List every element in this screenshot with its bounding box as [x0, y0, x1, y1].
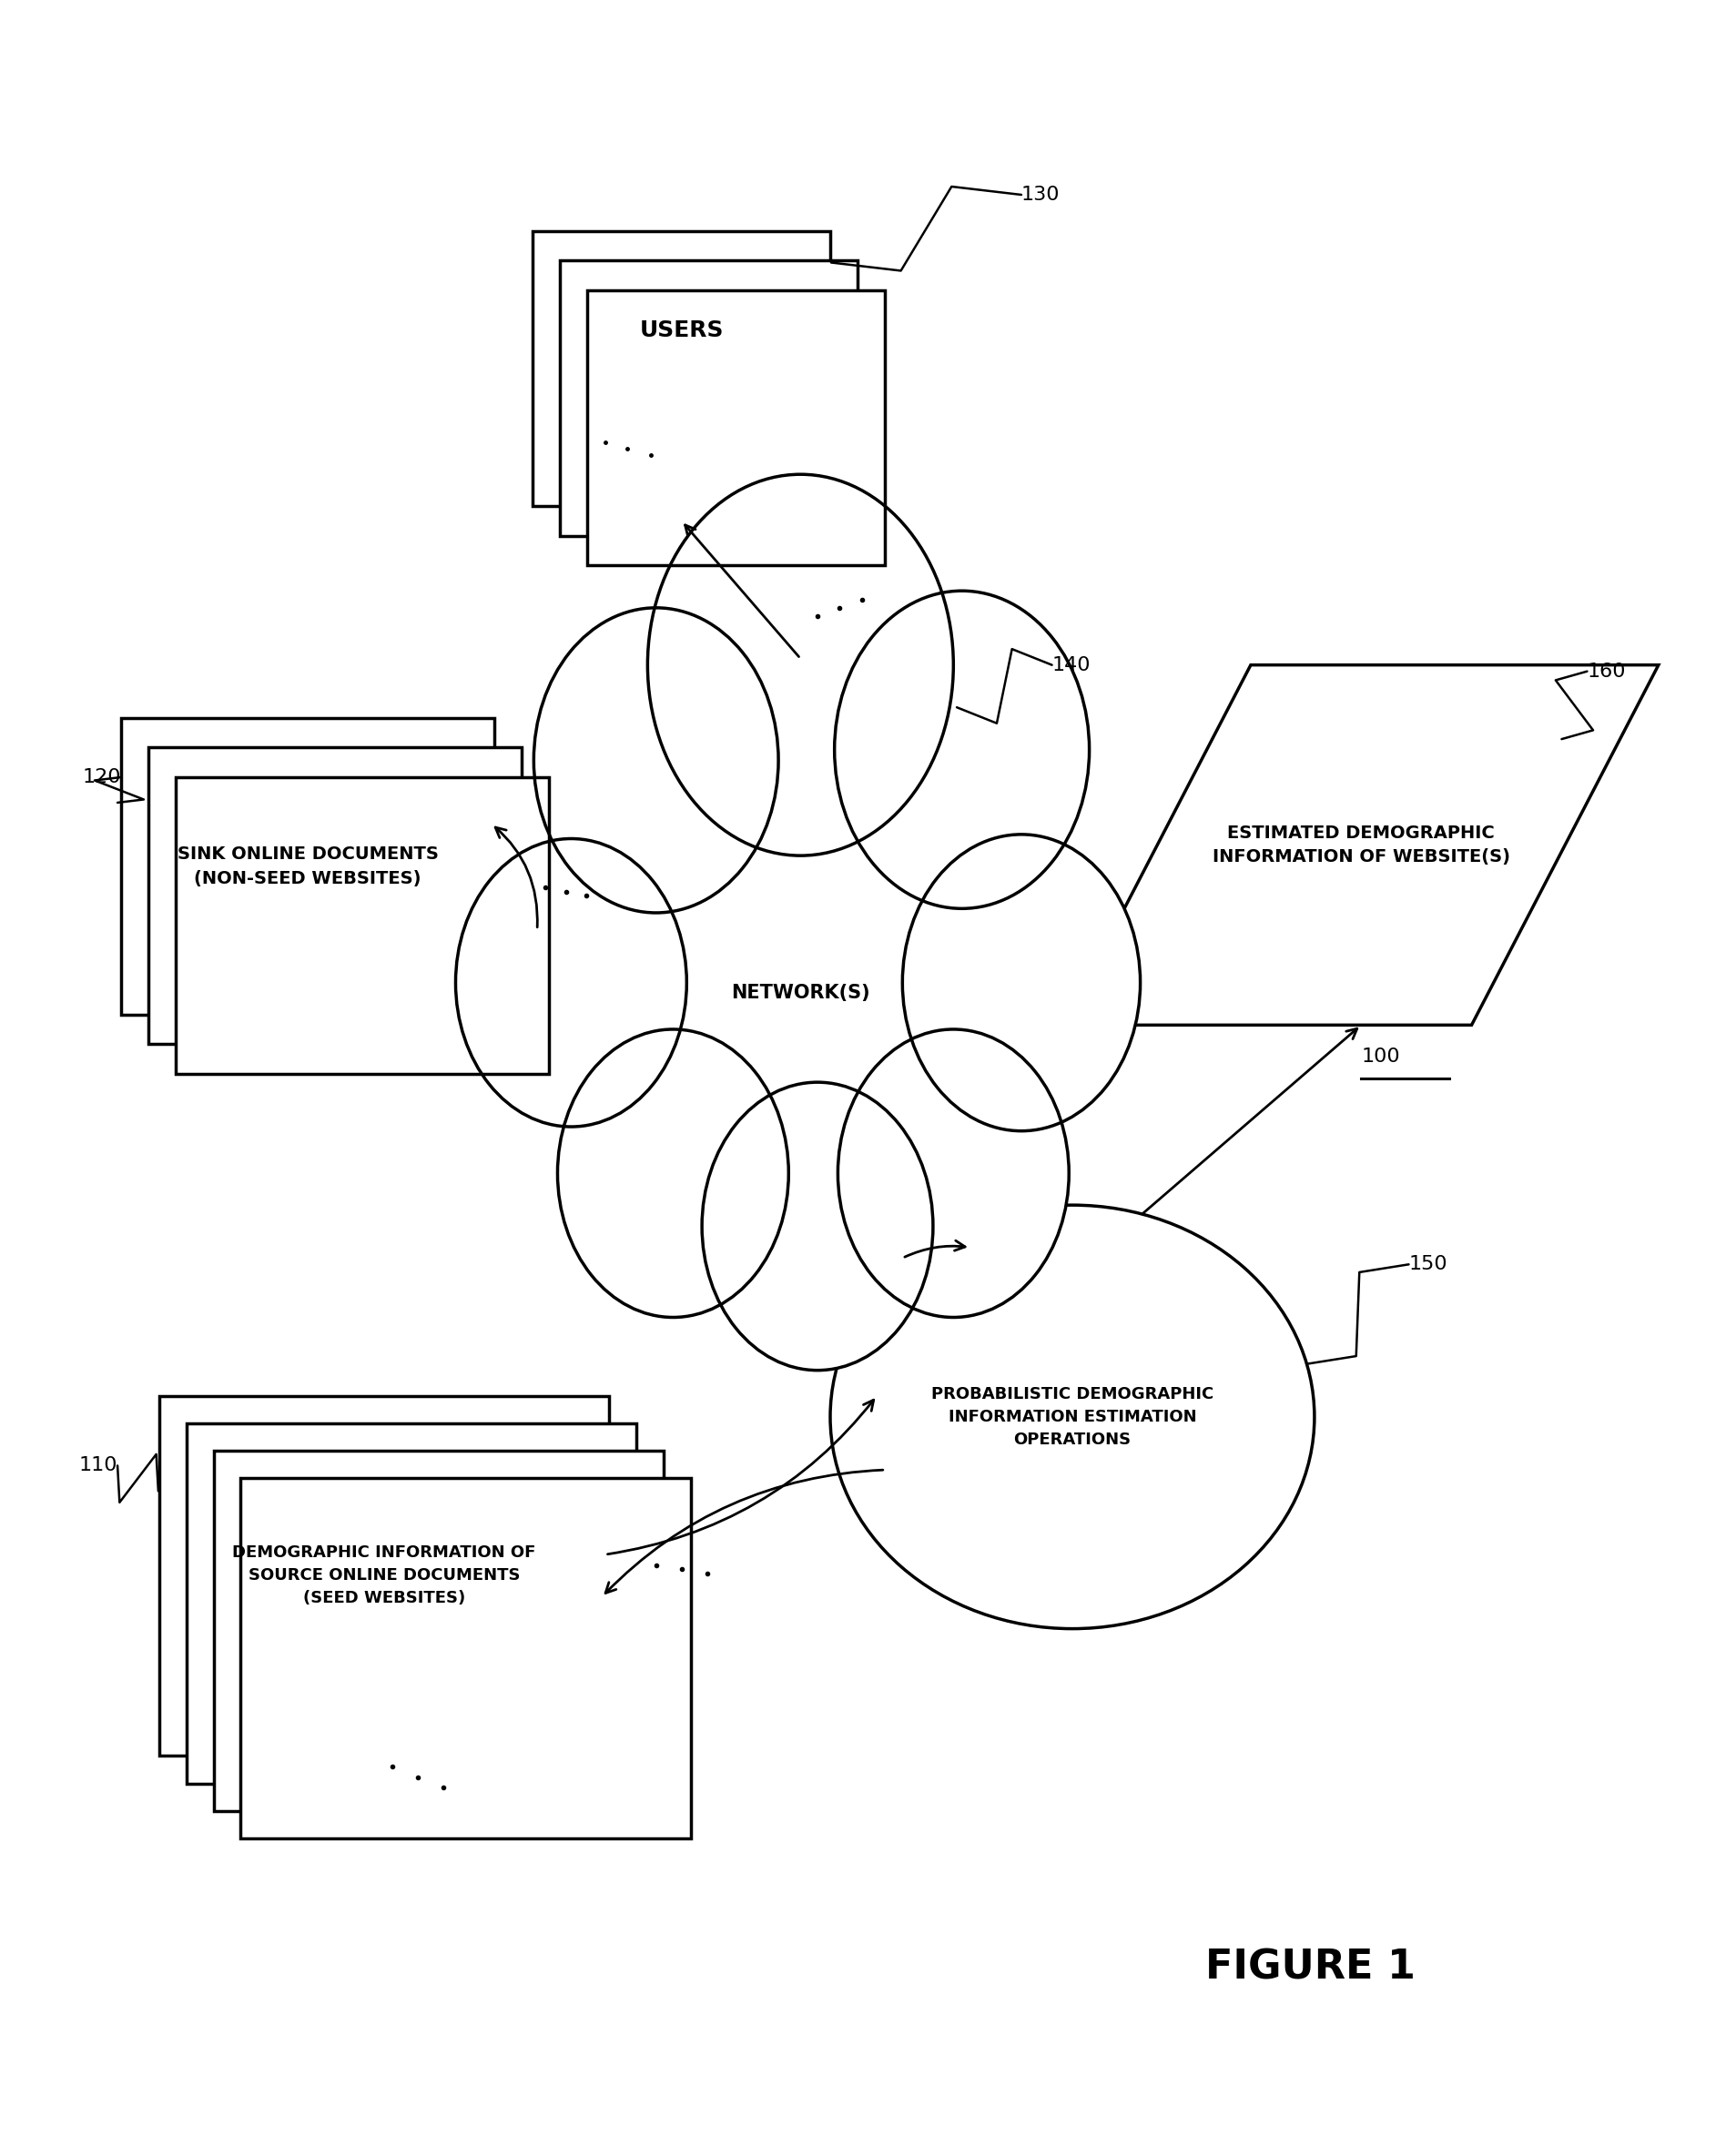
Text: NETWORK(S): NETWORK(S)	[731, 983, 870, 1003]
Bar	[587, 291, 884, 565]
Text: DEMOGRAPHIC INFORMATION OF
SOURCE ONLINE DOCUMENTS
(SEED WEBSITES): DEMOGRAPHIC INFORMATION OF SOURCE ONLINE…	[233, 1546, 536, 1606]
Text: PROBABILISTIC DEMOGRAPHIC
INFORMATION ESTIMATION
OPERATIONS: PROBABILISTIC DEMOGRAPHIC INFORMATION ES…	[930, 1386, 1213, 1449]
Text: 160: 160	[1587, 662, 1625, 681]
Bar	[533, 231, 830, 507]
Bar	[175, 776, 549, 1074]
Bar	[241, 1479, 691, 1839]
Polygon shape	[1062, 664, 1658, 1024]
Circle shape	[903, 834, 1141, 1132]
Circle shape	[701, 1082, 932, 1371]
Text: SINK ONLINE DOCUMENTS
(NON-SEED WEBSITES): SINK ONLINE DOCUMENTS (NON-SEED WEBSITES…	[177, 845, 437, 886]
Bar	[214, 1451, 663, 1811]
Text: FIGURE 1: FIGURE 1	[1205, 1949, 1415, 1988]
Circle shape	[533, 608, 778, 912]
Circle shape	[648, 474, 953, 856]
Text: 120: 120	[82, 768, 122, 787]
Ellipse shape	[830, 1205, 1314, 1628]
Text: 100: 100	[1361, 1048, 1399, 1065]
Text: USERS: USERS	[639, 319, 724, 341]
Bar	[160, 1395, 609, 1755]
Bar	[122, 718, 495, 1015]
Circle shape	[455, 839, 686, 1128]
Circle shape	[837, 1028, 1068, 1317]
Bar	[559, 261, 858, 537]
Text: 130: 130	[1021, 185, 1059, 205]
Circle shape	[656, 791, 944, 1151]
Bar	[148, 748, 521, 1044]
Text: 150: 150	[1408, 1255, 1446, 1274]
Bar	[186, 1423, 635, 1783]
Circle shape	[557, 1028, 788, 1317]
Circle shape	[833, 591, 1088, 908]
Text: 110: 110	[78, 1457, 118, 1475]
Text: ESTIMATED DEMOGRAPHIC
INFORMATION OF WEBSITE(S): ESTIMATED DEMOGRAPHIC INFORMATION OF WEB…	[1212, 824, 1509, 867]
Text: 140: 140	[1052, 655, 1090, 675]
